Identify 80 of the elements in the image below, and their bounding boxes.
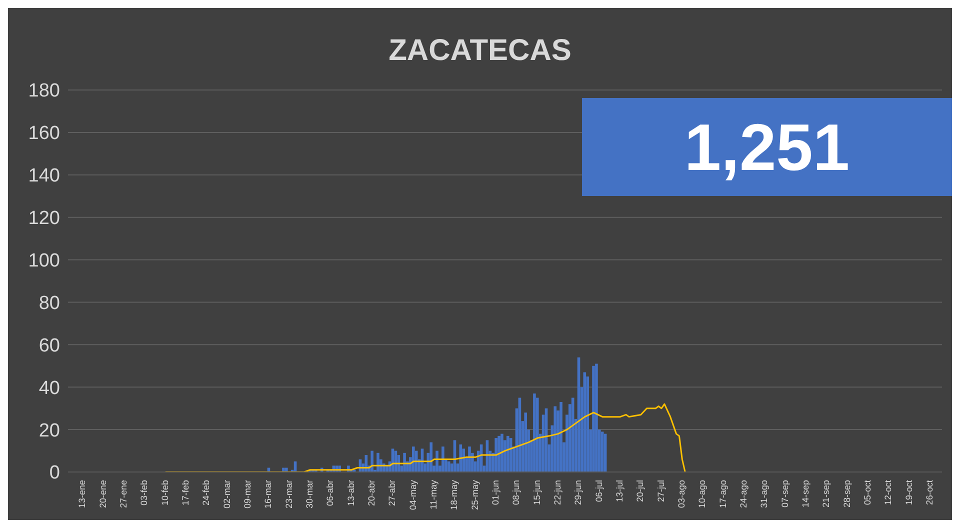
- bar: [500, 434, 504, 472]
- bar: [592, 366, 595, 472]
- x-tick-label: 11-may: [428, 480, 439, 510]
- x-tick-label: 24-ago: [738, 480, 749, 508]
- x-tick-label: 17-feb: [180, 480, 190, 506]
- bar: [554, 406, 557, 472]
- bar: [595, 364, 598, 472]
- bar: [533, 393, 536, 472]
- x-tick-label: 27-jul: [656, 480, 666, 502]
- x-tick-label: 05-oct: [862, 480, 873, 506]
- bar: [403, 452, 406, 472]
- bar: [586, 376, 590, 472]
- x-tick-label: 10-ago: [697, 480, 708, 508]
- x-tick-label: 20-ene: [98, 480, 108, 508]
- x-tick-label: 26-oct: [924, 480, 935, 506]
- x-tick-label: 06-jul: [594, 480, 604, 502]
- x-tick-label: 17-ago: [718, 480, 728, 508]
- y-tick-label: 60: [38, 335, 60, 356]
- x-tick-label: 27-ene: [118, 480, 128, 508]
- y-tick-label: 140: [28, 166, 60, 187]
- x-tick-label: 31-ago: [759, 480, 770, 508]
- x-tick-label: 04-may: [408, 480, 418, 510]
- x-tick-label: 09-mar: [242, 480, 253, 509]
- x-tick-label: 10-feb: [160, 480, 170, 506]
- bar: [536, 398, 539, 472]
- x-tick-label: 20-jul: [635, 480, 646, 502]
- bar: [397, 455, 400, 472]
- x-tick-label: 27-abr: [387, 480, 398, 506]
- bar: [498, 436, 500, 472]
- y-tick-label: 120: [28, 208, 60, 230]
- bar: [560, 402, 562, 472]
- bar: [370, 450, 374, 472]
- x-tick-label: 06-abr: [325, 480, 336, 506]
- bar: [583, 372, 586, 472]
- annotation: 1,251: [582, 98, 952, 196]
- x-tick-label: 08-jun: [511, 480, 522, 506]
- y-tick-label: 20: [38, 420, 60, 442]
- x-tick-label: 29-jun: [573, 480, 584, 506]
- x-tick-label: 16-mar: [263, 480, 274, 509]
- bar: [442, 446, 444, 472]
- bar: [459, 444, 462, 472]
- x-tick-label: 02-mar: [222, 480, 232, 509]
- bar: [412, 446, 415, 472]
- bar: [524, 412, 527, 472]
- bar: [430, 442, 433, 472]
- x-tick-label: 15-jun: [532, 480, 542, 506]
- x-tick-label: 28-sep: [842, 480, 852, 508]
- bar: [436, 450, 438, 472]
- y-tick-label: 100: [28, 250, 60, 272]
- x-tick-label: 19-oct: [904, 480, 914, 506]
- bar: [494, 438, 498, 472]
- x-tick-label: 07-sep: [780, 480, 790, 508]
- x-tick-label: 14-sep: [800, 480, 811, 508]
- x-tick-label: 13-ene: [77, 480, 88, 508]
- x-tick-label: 13-jul: [614, 480, 625, 502]
- x-tick-label: 12-oct: [883, 480, 894, 506]
- x-tick-label: 24-feb: [201, 480, 212, 506]
- chart-title: ZACATECAS: [388, 34, 572, 68]
- y-tick-label: 40: [38, 378, 60, 399]
- x-tick-label: 21-sep: [821, 480, 832, 508]
- x-tick-label: 30-mar: [304, 480, 315, 509]
- bar: [364, 455, 368, 472]
- x-tick-label: 13-abr: [346, 480, 356, 506]
- x-tick-label: 03-feb: [139, 480, 150, 506]
- x-tick-label: 20-abr: [366, 480, 377, 506]
- y-tick-label: 160: [28, 123, 60, 144]
- x-tick-label: 01-jun: [490, 480, 501, 506]
- bar: [506, 436, 510, 472]
- x-tick-label: 25-may: [470, 480, 480, 510]
- x-tick-label: 23-mar: [284, 480, 294, 509]
- x-tick-label: 22-jun: [552, 480, 563, 506]
- bar: [468, 446, 471, 472]
- x-tick-label: 18-may: [449, 480, 460, 510]
- bar: [376, 452, 380, 472]
- y-tick-label: 180: [28, 80, 60, 102]
- y-tick-label: 0: [49, 462, 60, 484]
- bar: [462, 448, 465, 472]
- y-tick-label: 80: [38, 292, 60, 314]
- bar: [600, 432, 604, 472]
- x-tick-label: 03-ago: [676, 480, 687, 508]
